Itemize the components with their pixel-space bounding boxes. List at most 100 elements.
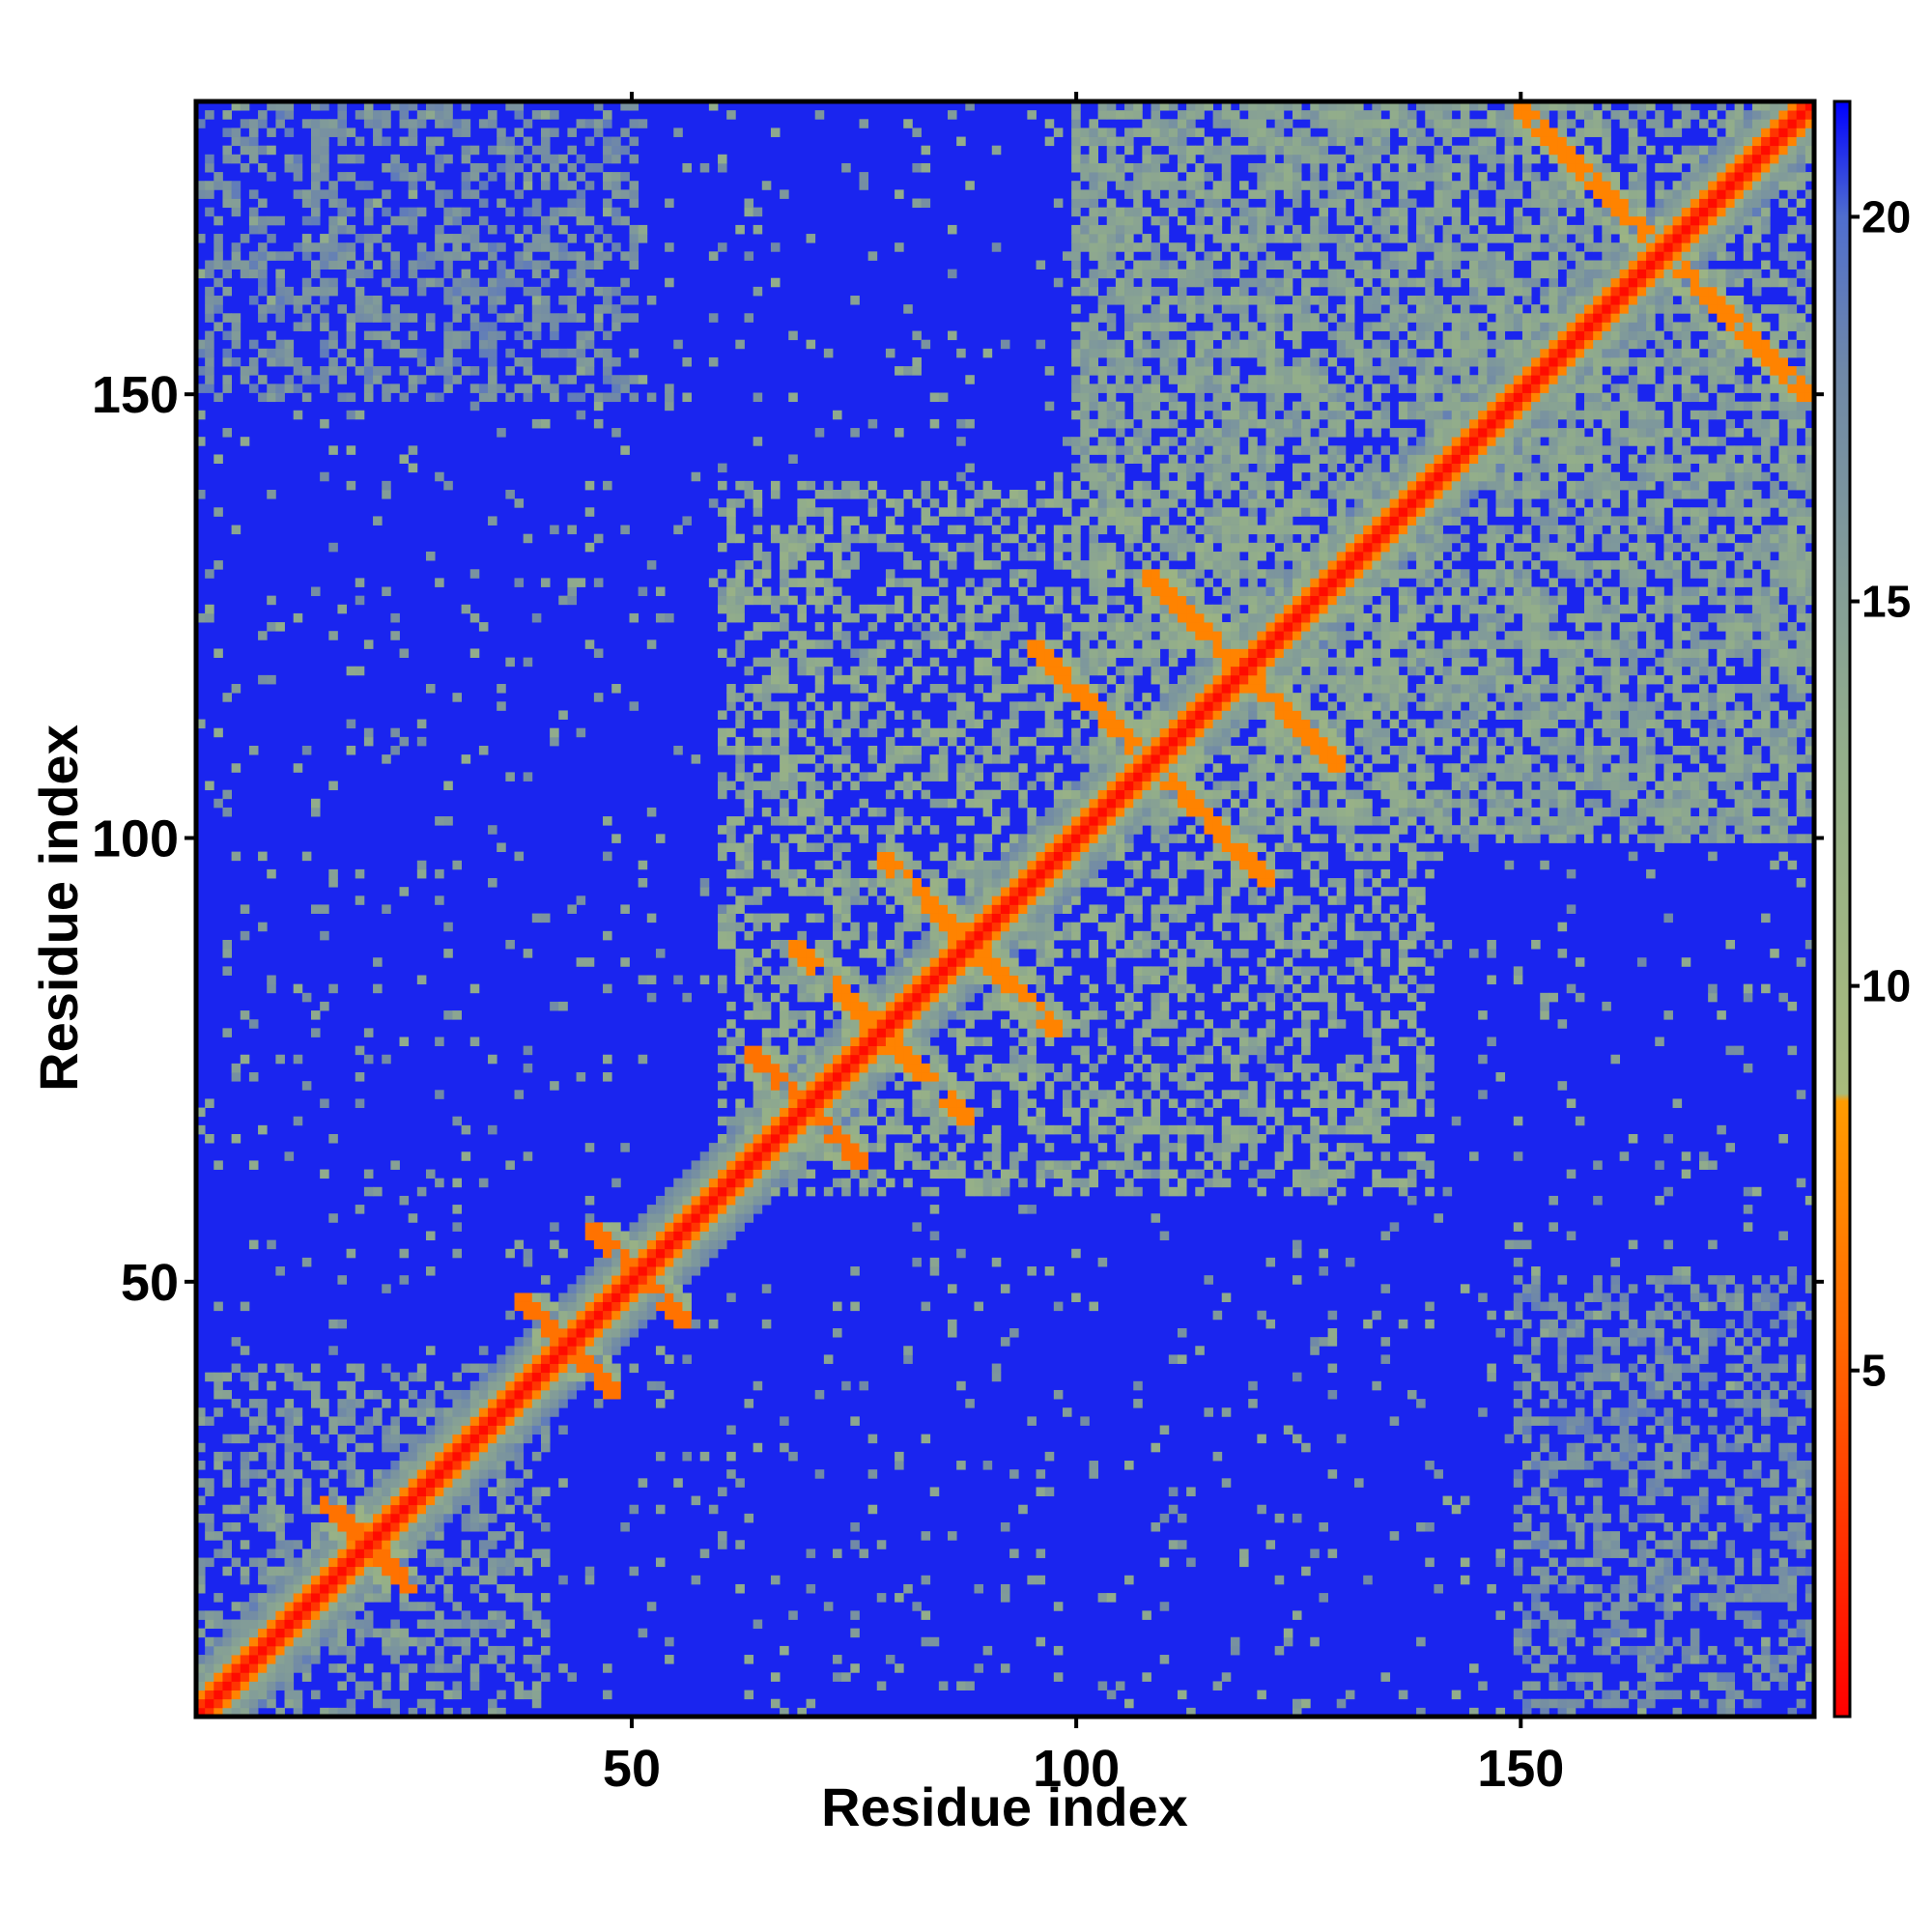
heatmap-cell — [425, 322, 436, 331]
heatmap-cell — [435, 895, 444, 905]
heatmap-cell — [531, 1681, 542, 1690]
heatmap-cell — [850, 1045, 860, 1056]
heatmap-cell — [1027, 834, 1037, 843]
heatmap-cell — [726, 1116, 736, 1126]
heatmap-cell — [718, 1531, 727, 1541]
heatmap-cell — [416, 1451, 427, 1462]
heatmap-cell — [823, 816, 834, 826]
heatmap-cell — [382, 1513, 391, 1523]
heatmap-cell — [443, 1478, 453, 1488]
heatmap-cell — [982, 957, 993, 967]
heatmap-cell — [876, 1681, 887, 1690]
heatmap-cell — [284, 1583, 295, 1594]
heatmap-cell — [1080, 348, 1090, 358]
heatmap-cell — [1106, 922, 1117, 932]
heatmap-cell — [912, 860, 922, 870]
heatmap-cell — [293, 1372, 303, 1382]
heatmap-cell — [213, 1655, 223, 1664]
heatmap-cell — [788, 1019, 798, 1029]
heatmap-cell — [1106, 322, 1117, 331]
heatmap-cell — [196, 1610, 206, 1620]
heatmap-cell — [267, 1602, 276, 1611]
heatmap-cell — [982, 666, 993, 676]
heatmap-cell — [770, 834, 781, 843]
heatmap-cell — [488, 1389, 497, 1400]
heatmap-cell — [355, 578, 365, 587]
heatmap-cell — [797, 772, 807, 781]
heatmap-cell — [514, 1593, 525, 1603]
heatmap-cell — [753, 507, 763, 517]
heatmap-cell — [948, 957, 957, 967]
heatmap-cell — [744, 966, 754, 976]
heatmap-cell — [691, 1195, 701, 1206]
heatmap-cell — [435, 356, 444, 367]
heatmap-cell — [903, 1054, 913, 1065]
heatmap-cell — [735, 1213, 745, 1223]
heatmap-cell — [382, 754, 391, 764]
heatmap-cell — [584, 1222, 595, 1232]
heatmap-cell — [505, 1451, 515, 1462]
heatmap-cell — [425, 145, 436, 156]
heatmap-cell — [390, 1416, 400, 1426]
heatmap-cell — [337, 1566, 347, 1577]
heatmap-cell — [841, 895, 851, 905]
heatmap-cell — [416, 1619, 427, 1630]
heatmap-cell — [753, 922, 763, 932]
heatmap-cell — [425, 1399, 436, 1408]
heatmap-cell — [1018, 930, 1028, 941]
heatmap-cell — [850, 1301, 860, 1312]
heatmap-cell — [1071, 392, 1081, 403]
heatmap-cell — [770, 1028, 781, 1037]
heatmap-cell — [558, 296, 568, 305]
heatmap-cell — [576, 348, 586, 358]
heatmap-cell — [231, 313, 242, 323]
heatmap-cell — [841, 604, 851, 614]
heatmap-cell — [691, 1186, 701, 1197]
heatmap-cell — [761, 1186, 772, 1197]
heatmap-cell — [1062, 834, 1072, 843]
heatmap-cell — [461, 145, 471, 156]
heatmap-cell — [514, 277, 525, 288]
heatmap-cell — [1097, 595, 1108, 606]
heatmap-cell — [222, 966, 233, 976]
heatmap-cell — [258, 1399, 268, 1408]
heatmap-cell — [1115, 719, 1125, 729]
heatmap-cell — [1018, 586, 1028, 597]
heatmap-cell — [948, 1319, 957, 1329]
heatmap-cell — [611, 154, 621, 164]
heatmap-cell — [903, 957, 913, 967]
heatmap-cell — [1115, 693, 1125, 702]
heatmap-cell — [523, 1380, 533, 1391]
heatmap-cell — [885, 1054, 895, 1065]
heatmap-cell — [284, 1628, 295, 1638]
heatmap-cell — [718, 781, 727, 791]
heatmap-cell — [497, 1442, 506, 1453]
heatmap-cell — [1071, 356, 1081, 367]
heatmap-cell — [205, 356, 214, 367]
heatmap-cell — [744, 1124, 754, 1135]
heatmap-cell — [514, 1399, 525, 1408]
heatmap-cell — [1027, 966, 1037, 976]
heatmap-cell — [974, 1010, 984, 1020]
heatmap-cell — [346, 445, 356, 455]
heatmap-cell — [1036, 727, 1046, 738]
heatmap-cell — [974, 595, 984, 606]
heatmap-cell — [718, 604, 727, 614]
heatmap-cell — [867, 251, 878, 261]
heatmap-cell — [293, 1593, 303, 1603]
heatmap-cell — [346, 1566, 356, 1577]
heatmap-cell — [452, 1442, 462, 1453]
heatmap-cell — [584, 119, 595, 128]
heatmap-cell — [929, 622, 940, 632]
heatmap-cell — [965, 1124, 975, 1135]
heatmap-cell — [399, 1504, 410, 1515]
heatmap-cell — [814, 1389, 825, 1400]
heatmap-cell — [373, 313, 383, 323]
heatmap-cell — [240, 366, 250, 376]
heatmap-cell — [363, 110, 374, 120]
heatmap-cell — [461, 1521, 471, 1532]
heatmap-cell — [603, 1380, 612, 1391]
heatmap-cell — [948, 1116, 957, 1126]
heatmap-cell — [833, 922, 842, 932]
heatmap-cell — [726, 578, 736, 587]
